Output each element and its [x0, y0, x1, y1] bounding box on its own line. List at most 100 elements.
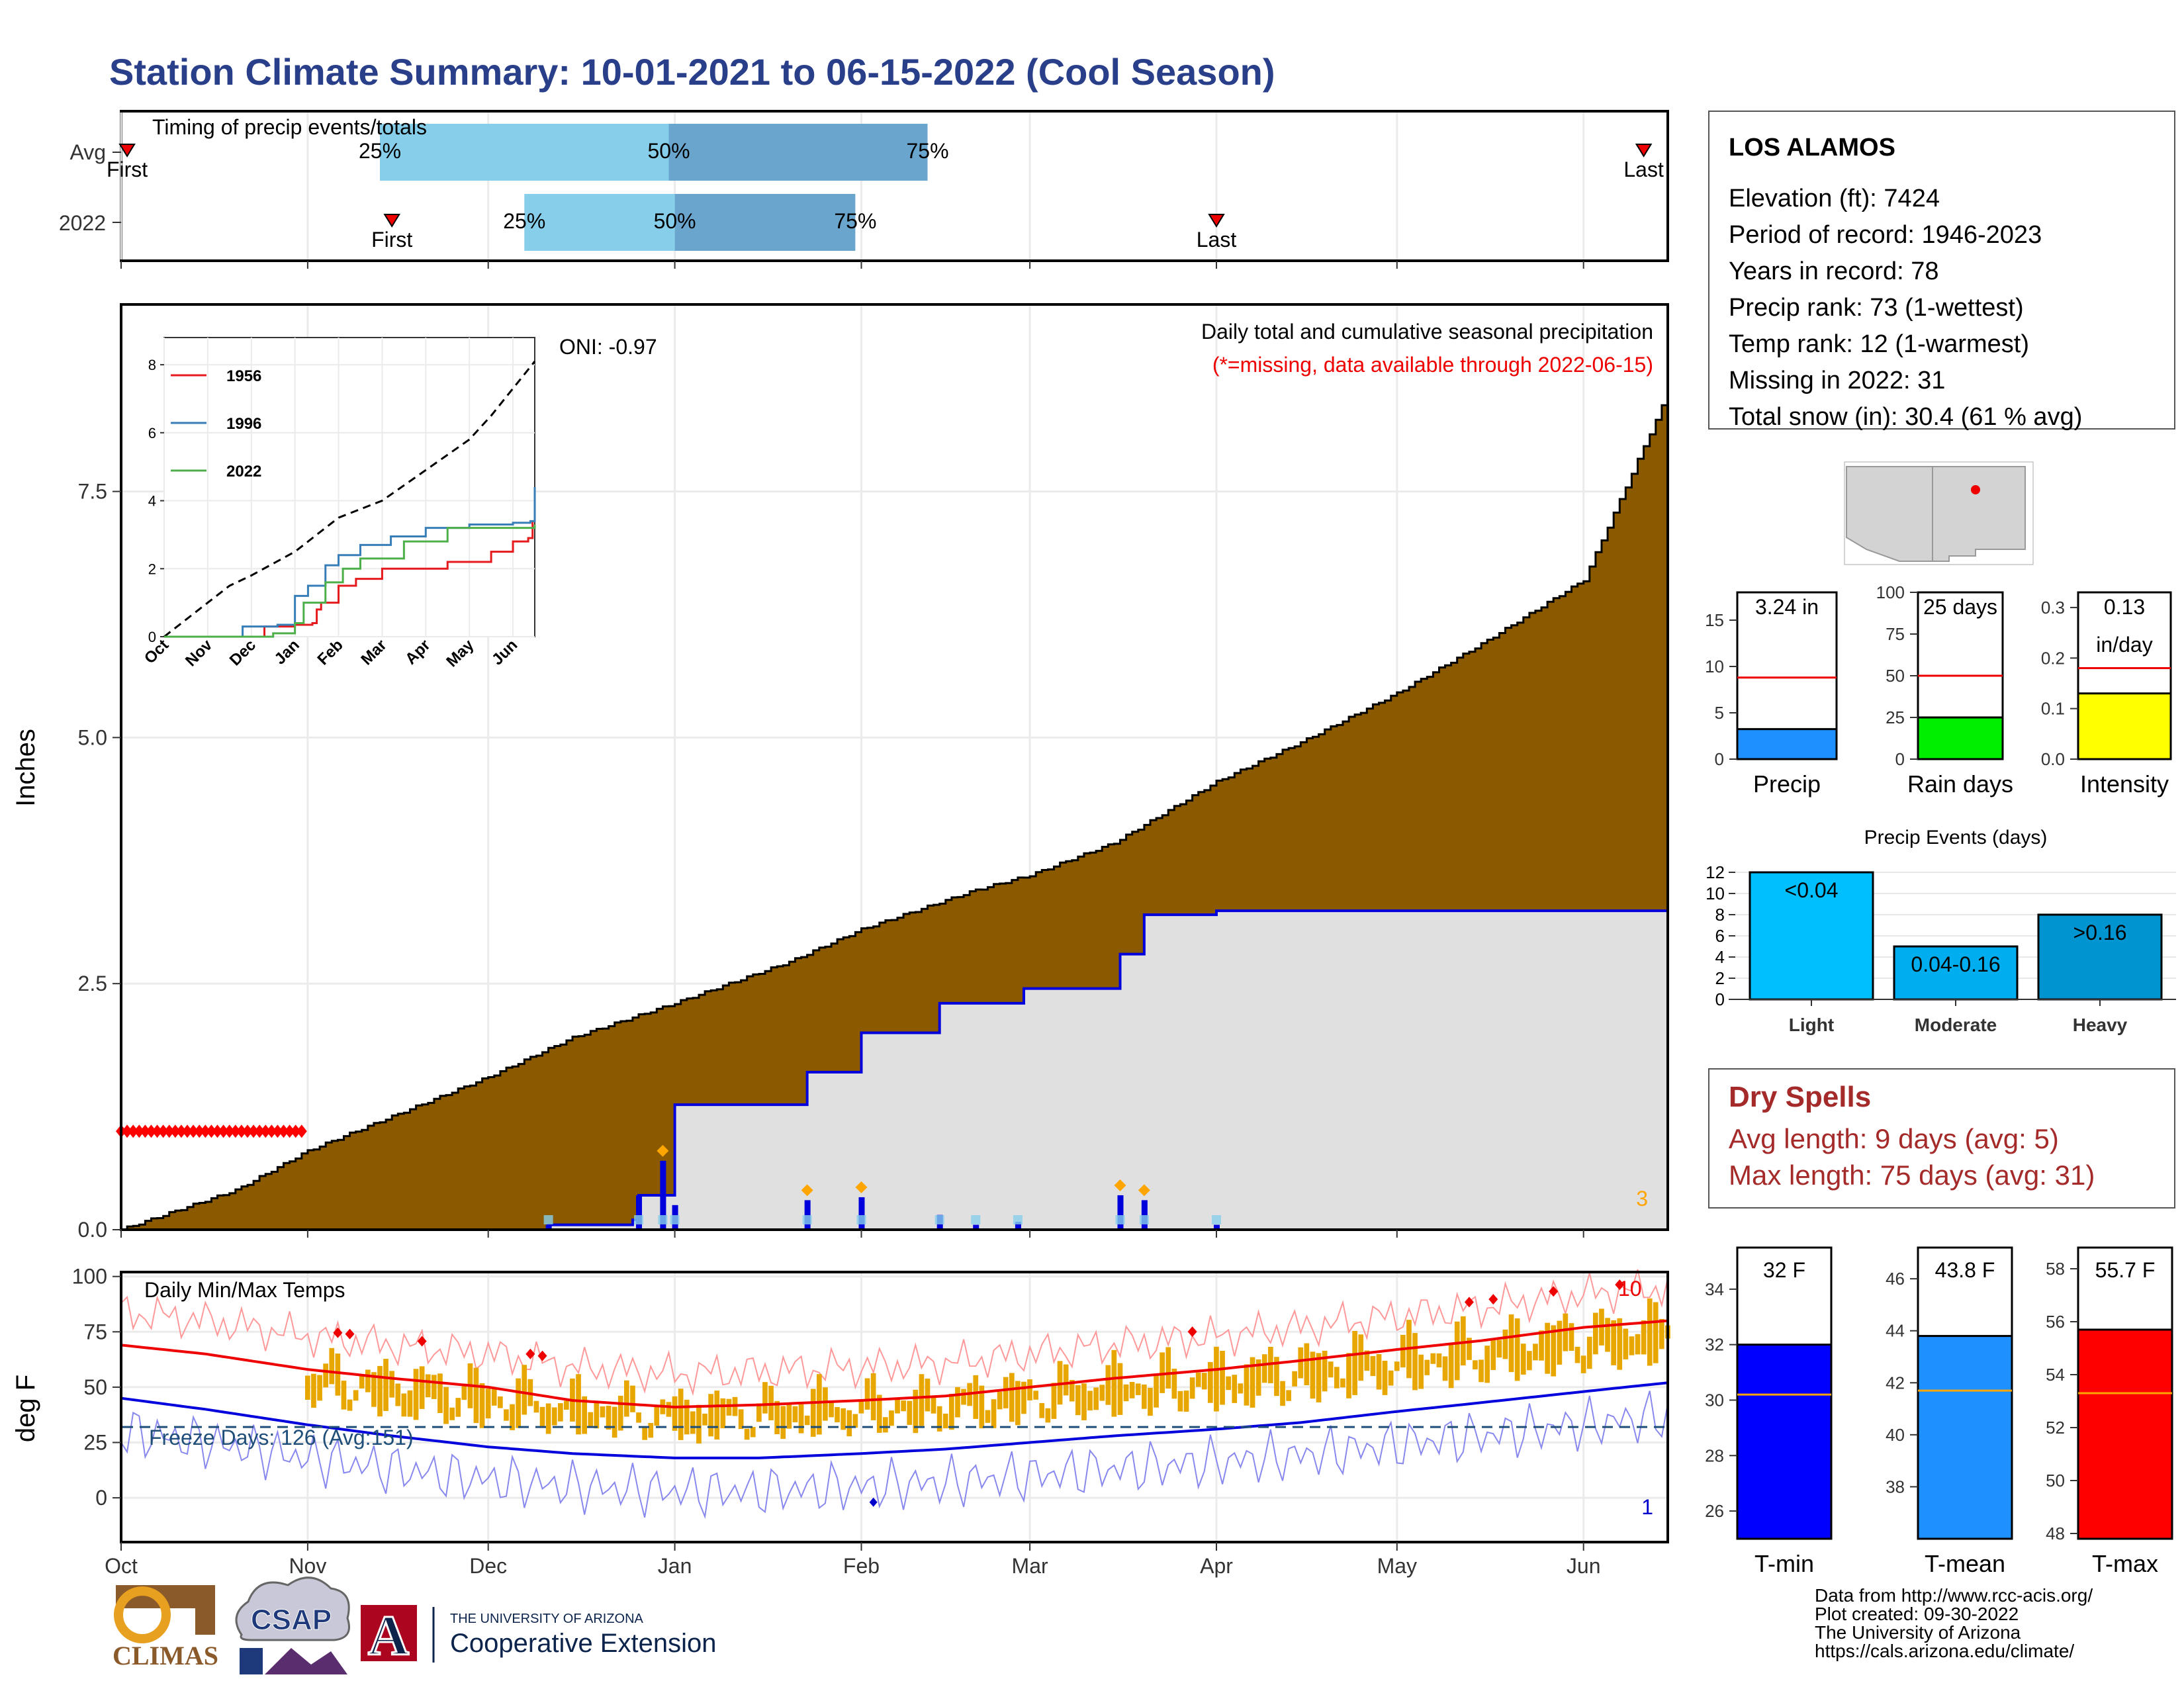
station-info-box: LOS ALAMOS Elevation (ft): 7424 Period of… — [1708, 111, 2175, 431]
daily-temp-bar-59 — [473, 1367, 479, 1424]
timing-2022-label-q75: 75% — [834, 209, 876, 233]
daily-temp-bar-249 — [1617, 1318, 1623, 1370]
daily-temp-bar-194 — [1286, 1390, 1291, 1401]
record-high-marker-2 — [417, 1336, 427, 1347]
missing-day-marker-24 — [260, 1124, 271, 1138]
daily-temp-bar-118 — [829, 1402, 834, 1418]
daily-temp-bar-253 — [1641, 1320, 1647, 1355]
month-label-feb: Feb — [843, 1554, 880, 1578]
missing-day-marker-11 — [182, 1124, 193, 1138]
daily-temp-bar-143 — [979, 1385, 985, 1429]
record-low-count: 1 — [1641, 1495, 1653, 1519]
station-info-line-3: Precip rank: 73 (1-wettest) — [1729, 294, 2024, 322]
precip-events-tick-label-5: 10 — [1706, 884, 1725, 903]
daily-temp-bar-121 — [846, 1410, 852, 1437]
daily-temp-bar-135 — [931, 1396, 936, 1414]
temp-chart-t-max-tick-label-3: 54 — [2046, 1365, 2065, 1385]
station-info-line-4: Temp rank: 12 (1-warmest) — [1729, 330, 2029, 358]
inset-ytick-label-4: 8 — [148, 357, 156, 373]
mini-chart-intensity-value: 0.13 — [2104, 595, 2145, 619]
daily-temp-bar-61 — [485, 1389, 491, 1419]
daily-precip-bar-9 — [1117, 1195, 1124, 1230]
daily-temp-bar-167 — [1123, 1384, 1129, 1402]
daily-temp-bar-254 — [1647, 1298, 1653, 1366]
daily-temp-bar-48 — [407, 1390, 413, 1417]
daily-temp-bar-85 — [630, 1385, 635, 1412]
daily-temp-bar-83 — [617, 1395, 623, 1431]
temp-chart-t-min-label: T-min — [1754, 1550, 1814, 1577]
daily-precip-snow-mark-2 — [658, 1215, 668, 1224]
precip-events-category-moderate: Moderate — [1915, 1015, 1997, 1035]
daily-temp-bar-155 — [1051, 1383, 1057, 1419]
daily-temp-bar-159 — [1075, 1385, 1081, 1416]
timing-2022-first-marker — [383, 214, 400, 228]
record-high-marker-4 — [537, 1350, 547, 1361]
daily-temp-bar-104 — [744, 1428, 750, 1440]
daily-temp-bar-154 — [1045, 1408, 1051, 1423]
station-info-line-2: Years in record: 78 — [1729, 257, 1939, 285]
station-info-line-0: Elevation (ft): 7424 — [1729, 185, 1940, 212]
missing-day-marker-16 — [212, 1124, 223, 1138]
precip-missing-note: (*=missing, data available through 2022-… — [1212, 353, 1653, 377]
daily-temp-bar-153 — [1039, 1402, 1045, 1418]
temp-chart-t-min-tick-label-1: 28 — [1705, 1445, 1724, 1465]
timing-avg-first-label: First — [107, 158, 148, 181]
daily-temp-bar-193 — [1280, 1381, 1285, 1406]
daily-temp-bar-35 — [329, 1348, 335, 1385]
missing-day-marker-13 — [194, 1124, 205, 1138]
mini-chart-intensity-tick-label-0: 0.0 — [2041, 749, 2065, 769]
missing-day-marker-14 — [200, 1124, 211, 1138]
daily-temp-bar-223 — [1461, 1316, 1466, 1366]
inset-chart-frame — [163, 337, 535, 637]
daily-temp-bar-160 — [1081, 1383, 1087, 1420]
daily-temp-bar-215 — [1412, 1333, 1418, 1391]
daily-temp-bar-144 — [985, 1410, 991, 1423]
temp-chart-t-mean-bar — [1917, 1335, 2013, 1540]
precip-events-category-heavy: Heavy — [2073, 1015, 2128, 1035]
timing-2022-first-label: First — [371, 228, 412, 251]
daily-temp-bar-208 — [1370, 1356, 1376, 1377]
daily-temp-bar-225 — [1473, 1360, 1478, 1370]
timing-avg-bar-q25-q50 — [380, 124, 669, 181]
climas-logo-mark — [116, 1585, 215, 1635]
daily-temp-bar-189 — [1255, 1359, 1261, 1396]
avg-max-temp-line — [120, 1319, 1668, 1409]
daily-temp-bar-148 — [1009, 1373, 1015, 1422]
timing-2022-last-marker — [1208, 214, 1225, 228]
daily-temp-bar-251 — [1629, 1336, 1635, 1355]
record-low-line — [120, 1391, 1668, 1520]
daily-temp-bar-232 — [1514, 1318, 1520, 1381]
record-high-marker-1 — [345, 1328, 355, 1340]
freeze-days-label: Freeze Days: 126 (Avg:151) — [149, 1426, 414, 1449]
temp-chart-t-min-tick-label-2: 30 — [1705, 1390, 1724, 1410]
daily-temp-bar-47 — [401, 1393, 407, 1417]
precip-y-axis-label: Inches — [11, 729, 40, 807]
missing-day-marker-20 — [236, 1124, 247, 1138]
daily-temp-bar-84 — [624, 1380, 629, 1417]
daily-temp-bar-212 — [1394, 1361, 1400, 1371]
missing-day-marker-7 — [158, 1124, 169, 1138]
daily-temp-bar-69 — [533, 1400, 539, 1413]
daily-temp-bar-50 — [419, 1366, 425, 1409]
credit-line-3: https://cals.arizona.edu/climate/ — [1815, 1641, 2074, 1661]
daily-temp-bar-244 — [1586, 1336, 1592, 1369]
daily-temp-bar-42 — [371, 1372, 377, 1407]
temp-panel: 0 25 50 75 100 Daily Min/Max Temps deg F Fre… — [11, 1265, 1670, 1543]
locator-map — [1844, 461, 2034, 565]
daily-temp-bar-132 — [913, 1389, 919, 1434]
daily-temp-bar-116 — [817, 1374, 822, 1435]
daily-temp-bar-103 — [738, 1409, 744, 1430]
mini-chart-intensity-bar — [2077, 692, 2172, 760]
precip-events-tick-label-1: 2 — [1715, 968, 1725, 988]
daily-temp-bar-41 — [365, 1369, 371, 1393]
daily-temp-bar-236 — [1539, 1330, 1544, 1361]
month-label-apr: Apr — [1200, 1554, 1233, 1578]
daily-temp-bar-241 — [1569, 1323, 1574, 1351]
daily-precip-snow-mark-3 — [670, 1215, 680, 1224]
daily-temp-bar-126 — [876, 1394, 882, 1433]
daily-temp-bar-33 — [317, 1375, 322, 1401]
daily-precip-bar-4 — [804, 1200, 811, 1230]
daily-temp-bar-78 — [588, 1412, 594, 1428]
daily-temp-bar-209 — [1376, 1354, 1382, 1390]
